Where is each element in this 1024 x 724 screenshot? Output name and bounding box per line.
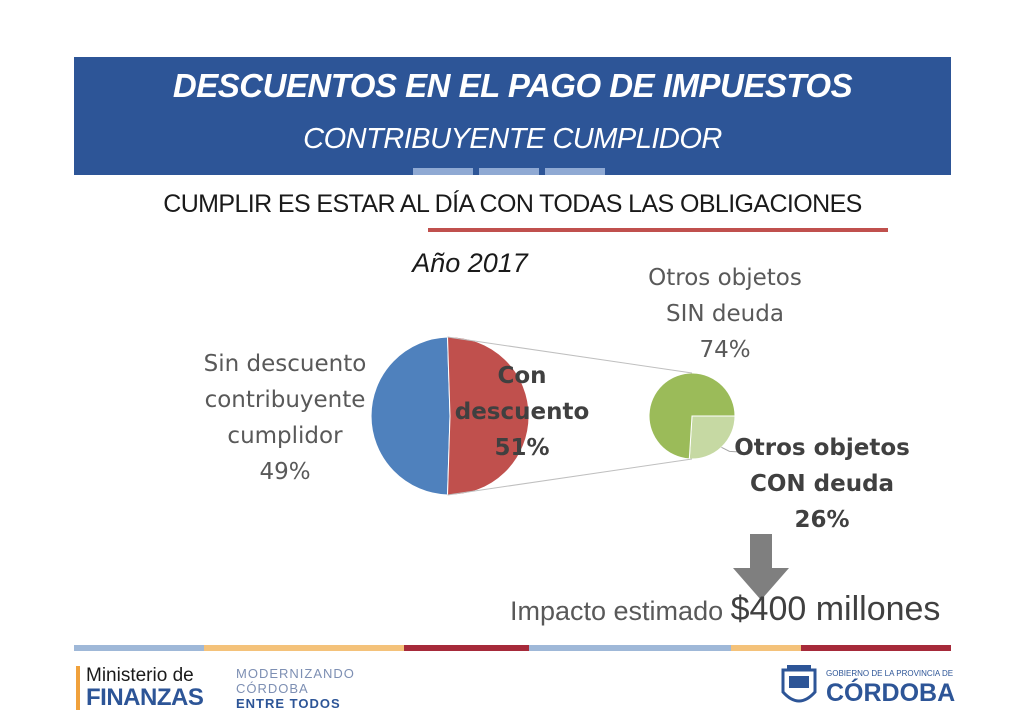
banner-stripes xyxy=(413,168,611,175)
label-sin-deuda: Otros objetos SIN deuda 74% xyxy=(630,260,820,368)
footer-bar-segment xyxy=(204,645,404,651)
label-sin-descuento: Sin descuento contribuyente cumplidor 49… xyxy=(190,346,380,490)
impact-line: Impacto estimado $400 millones xyxy=(510,590,940,629)
pie-slice-con-descuento xyxy=(447,336,530,496)
label-line: Otros objetos xyxy=(734,435,910,461)
subheading: CUMPLIR ES ESTAR AL DÍA CON TODAS LAS OB… xyxy=(163,190,862,218)
footer-bar-segment xyxy=(529,645,731,651)
subheading-underline xyxy=(428,228,888,232)
entre-todos-line: ENTRE TODOS xyxy=(236,696,341,711)
label-line: Sin descuento xyxy=(203,351,367,377)
ministerio-label: Ministerio de xyxy=(86,665,194,686)
label-con-deuda: Otros objetos CON deuda 26% xyxy=(722,430,922,538)
stripe xyxy=(545,168,605,175)
connector-line-top xyxy=(447,336,693,374)
finanzas-label: FINANZAS xyxy=(86,684,204,711)
gobierno-label: GOBIERNO DE LA PROVINCIA DE xyxy=(826,669,954,678)
label-line: CON deuda xyxy=(749,471,895,497)
page-title: DESCUENTOS EN EL PAGO DE IMPUESTOS xyxy=(172,67,853,104)
pie-slice-con-deuda xyxy=(688,415,736,460)
chart-title: Año 2017 xyxy=(412,248,528,278)
label-line: 74% xyxy=(699,337,751,363)
label-line: 49% xyxy=(259,459,311,485)
label-line: 51% xyxy=(494,435,550,461)
footer-bar-segment xyxy=(731,645,801,651)
page-subtitle: CONTRIBUYENTE CUMPLIDOR xyxy=(303,123,722,155)
ministerio-logo-accent xyxy=(76,666,80,710)
footer-bar-segment xyxy=(801,645,951,651)
footer-bar-segment xyxy=(404,645,529,651)
label-line: 26% xyxy=(794,507,850,533)
label-line: Otros objetos xyxy=(648,265,802,291)
label-line: descuento xyxy=(454,399,590,425)
modernizando-line: CÓRDOBA xyxy=(236,681,309,696)
stripe xyxy=(413,168,473,175)
label-line: cumplidor xyxy=(227,423,343,449)
footer-color-bar xyxy=(74,645,951,651)
down-arrow-icon xyxy=(733,534,789,600)
label-line: SIN deuda xyxy=(666,301,784,327)
modernizando-line: MODERNIZANDO xyxy=(236,666,355,681)
title-banner: DESCUENTOS EN EL PAGO DE IMPUESTOS CONTR… xyxy=(74,57,951,175)
pie-slice-sin-deuda xyxy=(648,372,736,460)
label-line: Con xyxy=(497,363,547,389)
leader-line-con-deuda xyxy=(721,446,741,453)
footer-bar-segment xyxy=(74,645,204,651)
stripe xyxy=(479,168,539,175)
impact-label: Impacto estimado xyxy=(510,596,724,626)
modernizando-logo: MODERNIZANDO CÓRDOBA ENTRE TODOS xyxy=(236,666,355,711)
label-line: contribuyente xyxy=(204,387,366,413)
cordoba-crest-icon xyxy=(781,665,817,703)
pie-slice-sin-descuento xyxy=(370,336,451,496)
label-con-descuento: Con descuento 51% xyxy=(452,358,592,466)
impact-value: $400 millones xyxy=(730,590,941,628)
connector-line-bottom xyxy=(447,458,693,496)
cordoba-label: CÓRDOBA xyxy=(826,679,956,707)
